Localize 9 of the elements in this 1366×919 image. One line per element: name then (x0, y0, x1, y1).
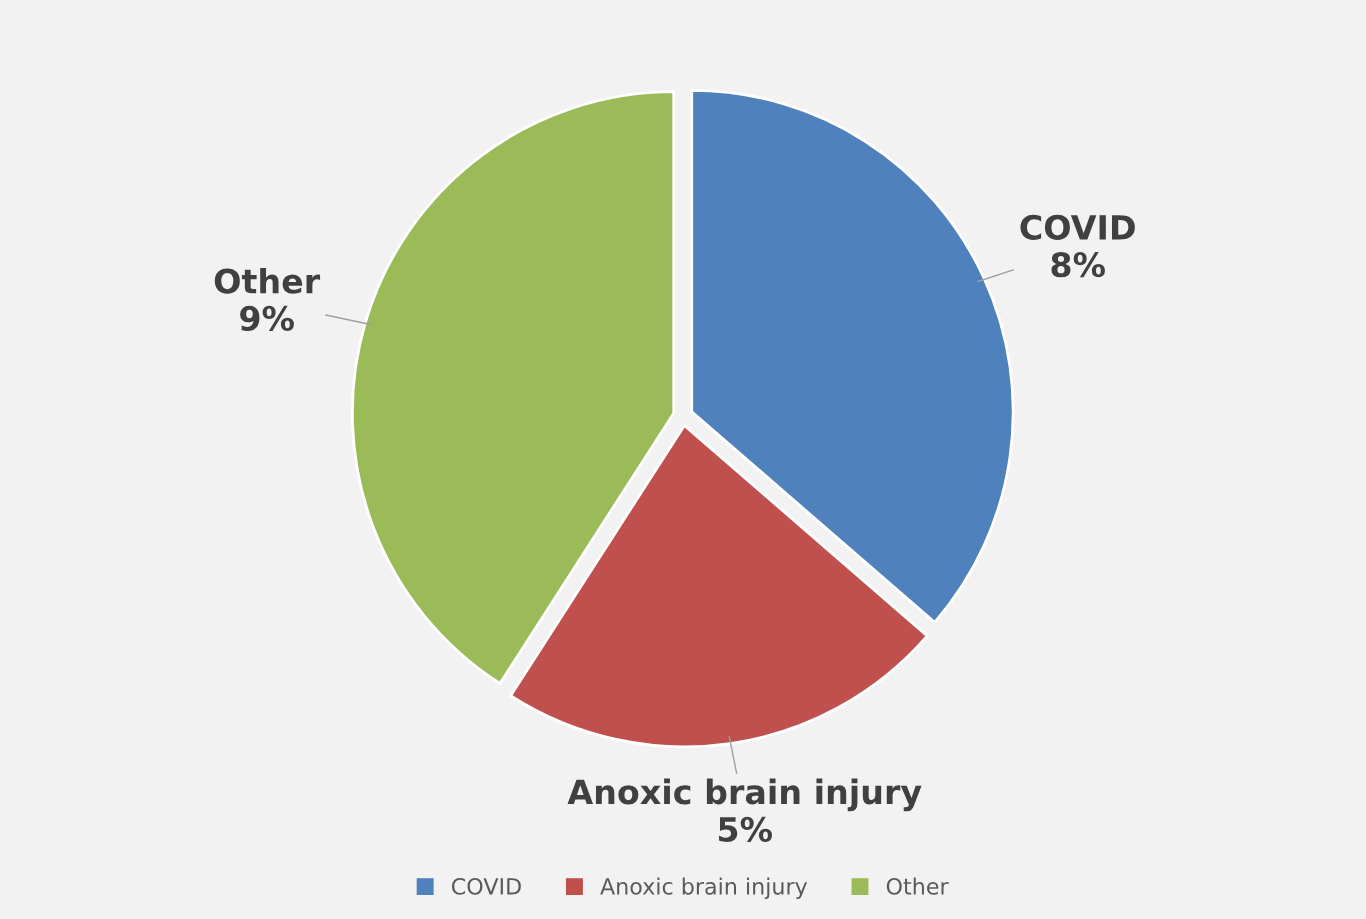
data-label: 8% (1051, 252, 1105, 278)
slice-label: Other (214, 267, 321, 294)
legend-label: Anoxic brain injury (600, 877, 808, 899)
data-label: 5% (719, 816, 772, 842)
slice-label: COVID (1020, 214, 1135, 240)
legend-label: Other (886, 877, 949, 895)
slice-label: Anoxic brain injury (567, 778, 922, 812)
legend-label: COVID (451, 877, 521, 895)
data-label: 9% (240, 305, 294, 331)
